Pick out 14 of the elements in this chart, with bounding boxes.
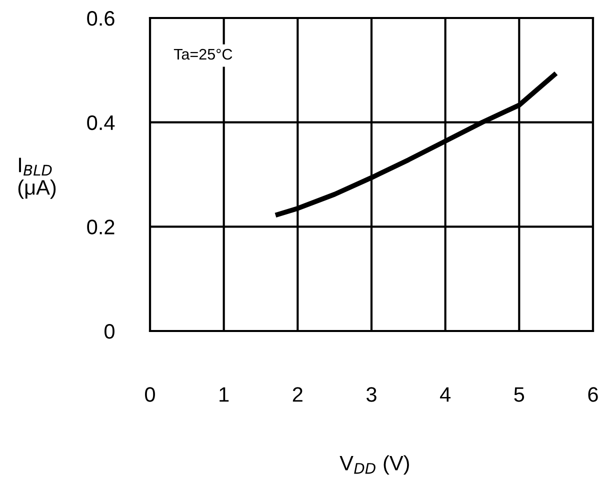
y-tick-label: 0.4 <box>87 115 115 130</box>
x-tick-label: 5 <box>514 387 524 402</box>
x-tick-label: 2 <box>292 387 302 402</box>
x-tick-label: 4 <box>440 387 451 402</box>
y-tick-label: 0.6 <box>87 11 114 26</box>
x-tick-label: 0 <box>145 387 155 402</box>
annotation: Ta=25°C <box>174 48 232 60</box>
x-tick-label: 6 <box>588 387 598 402</box>
x-tick-label: 1 <box>220 387 229 402</box>
y-axis-title: I$_{BLD}$ (μA) <box>18 158 56 199</box>
x-tick-label: 3 <box>366 387 376 402</box>
x-axis-title: V$_{DD}$ (V) <box>340 455 409 475</box>
y-tick-label: 0 <box>104 324 114 339</box>
y-tick-label: 0.2 <box>87 220 114 234</box>
